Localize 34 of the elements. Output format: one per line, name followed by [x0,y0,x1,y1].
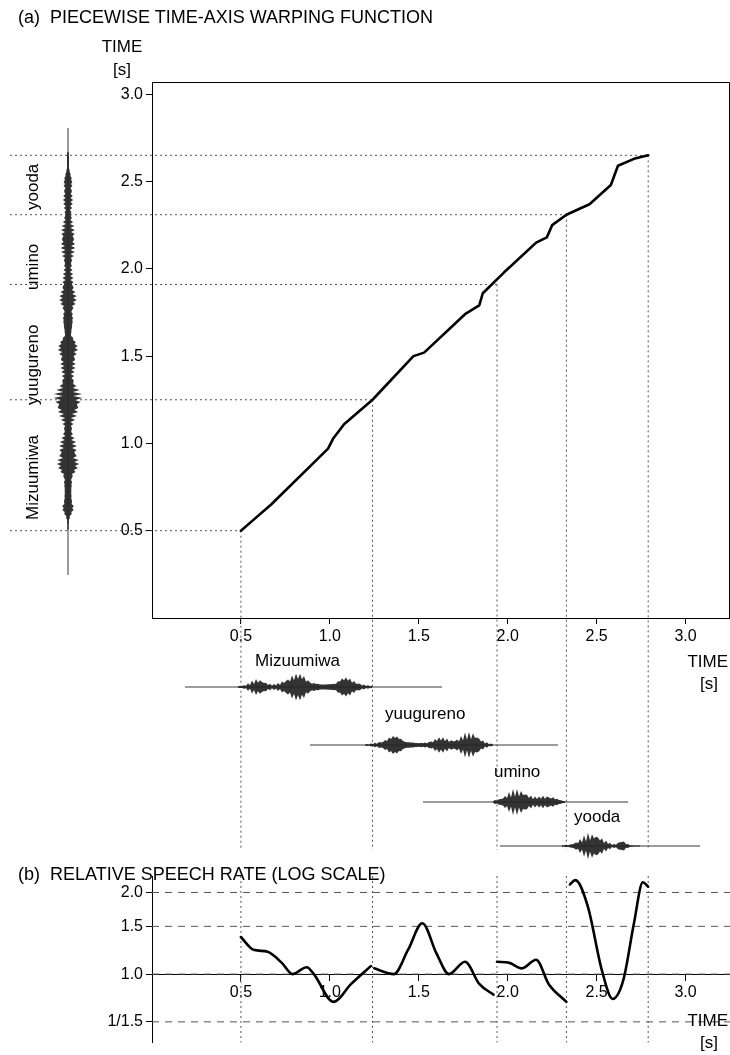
y-tick-label: 0.5 [120,521,144,539]
y-tick-label: 1.0 [120,433,144,451]
text: yuugureno [385,704,466,723]
y-tick-label: 2.0 [120,259,144,277]
text: yooda [574,807,621,826]
y-tick-label: 2.5 [120,171,144,189]
text: umino [494,762,541,781]
x-tick-label: 3.0 [674,983,697,1001]
text: Mizuumiwa [255,651,341,670]
x-tick-label: 2.0 [496,627,519,645]
y-tick-label: 1.5 [120,346,144,364]
y-tick-label: 2.0 [120,882,144,900]
text: yooda [23,163,42,210]
text: Mizuumiwa [23,434,42,520]
x-axis-title: TIME [s] [687,651,728,693]
x-tick-label: 0.5 [229,983,253,1001]
x-tick-label: 2.5 [585,983,608,1001]
x-tick-label: 3.0 [674,627,697,645]
x-tick-label: 0.5 [229,627,253,645]
y-axis-title: TIME [s] [101,36,143,79]
y-tick-label: 3.0 [120,84,144,102]
chart-title: (a) PIECEWISE TIME-AXIS WARPING FUNCTION [18,6,434,27]
x-tick-label: 1.5 [407,983,430,1001]
y-tick-label: 1/1.5 [107,1012,144,1030]
y-tick-label: 1.5 [120,916,144,934]
chart-title: (b) RELATIVE SPEECH RATE (LOG SCALE) [18,863,386,884]
text: yuugureno [23,324,42,405]
x-axis-title: TIME [s] [687,1010,728,1052]
x-tick-label: 1.0 [318,627,342,645]
x-tick-label: 1.5 [407,627,430,645]
x-tick-label: 2.0 [496,983,519,1001]
x-tick-label: 2.5 [585,627,608,645]
text: umino [23,243,42,290]
y-tick-label: 1.0 [120,964,144,982]
